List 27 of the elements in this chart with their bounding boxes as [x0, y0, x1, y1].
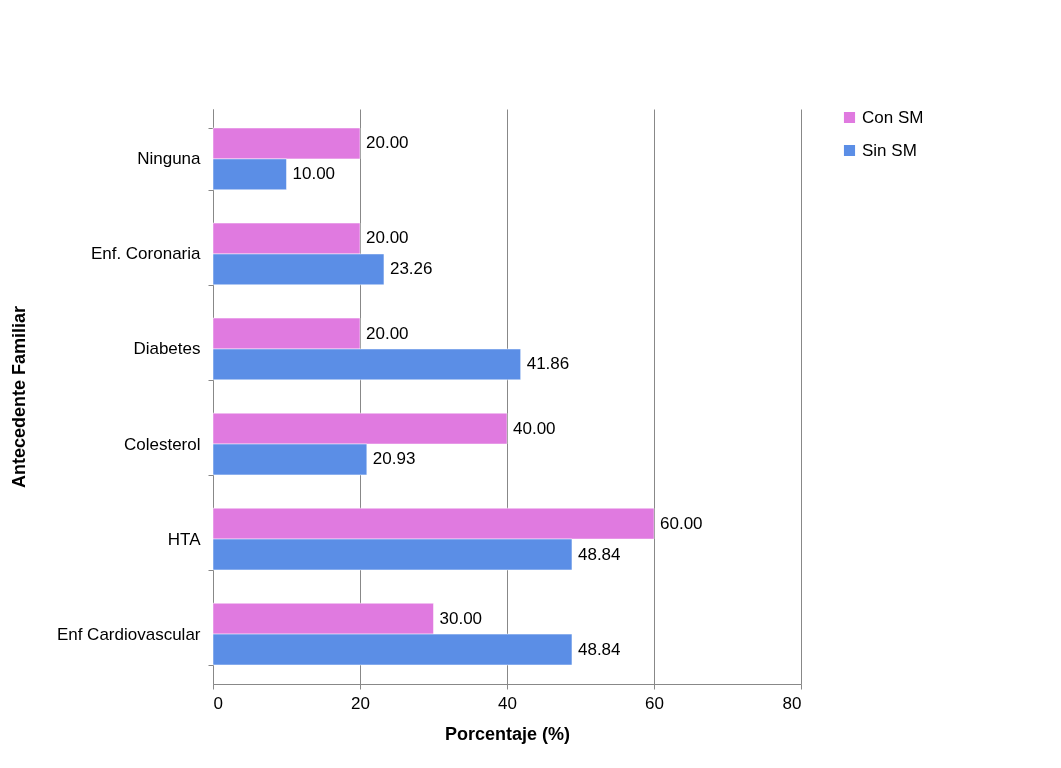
legend-label: Con SM [862, 107, 924, 127]
x-axis-title: Porcentaje (%) [444, 723, 571, 744]
y-tick-label: Enf Cardiovascular [56, 624, 201, 644]
data-label: 20.93 [372, 449, 416, 469]
data-label: 20.00 [366, 323, 409, 343]
x-tick-label: 20 [351, 693, 370, 713]
y-tick-label: Colesterol [123, 434, 201, 454]
data-label: 20.00 [366, 133, 409, 153]
data-label: 48.84 [577, 544, 621, 564]
y-tick-label: Ninguna [137, 149, 202, 169]
x-tick-label: 80 [782, 693, 802, 713]
legend-label: Sin SM [862, 140, 917, 160]
data-label: 20.00 [366, 228, 409, 248]
y-axis-title: Antecedente Familiar [8, 305, 29, 489]
data-label: 30.00 [439, 608, 483, 628]
x-tick-label: 60 [645, 693, 664, 713]
x-tick-label: 0 [213, 693, 223, 713]
data-label: 40.00 [513, 418, 556, 438]
y-tick-label: Diabetes [133, 339, 201, 359]
data-label: 41.86 [526, 354, 570, 374]
data-label: 60.00 [660, 513, 703, 533]
y-tick-label: Enf. Coronaria [90, 244, 202, 264]
data-label: 23.26 [389, 259, 433, 279]
data-label: 48.84 [577, 639, 621, 659]
y-tick-label: HTA [167, 529, 202, 549]
data-label: 10.00 [292, 164, 336, 184]
x-tick-label: 40 [498, 693, 517, 713]
